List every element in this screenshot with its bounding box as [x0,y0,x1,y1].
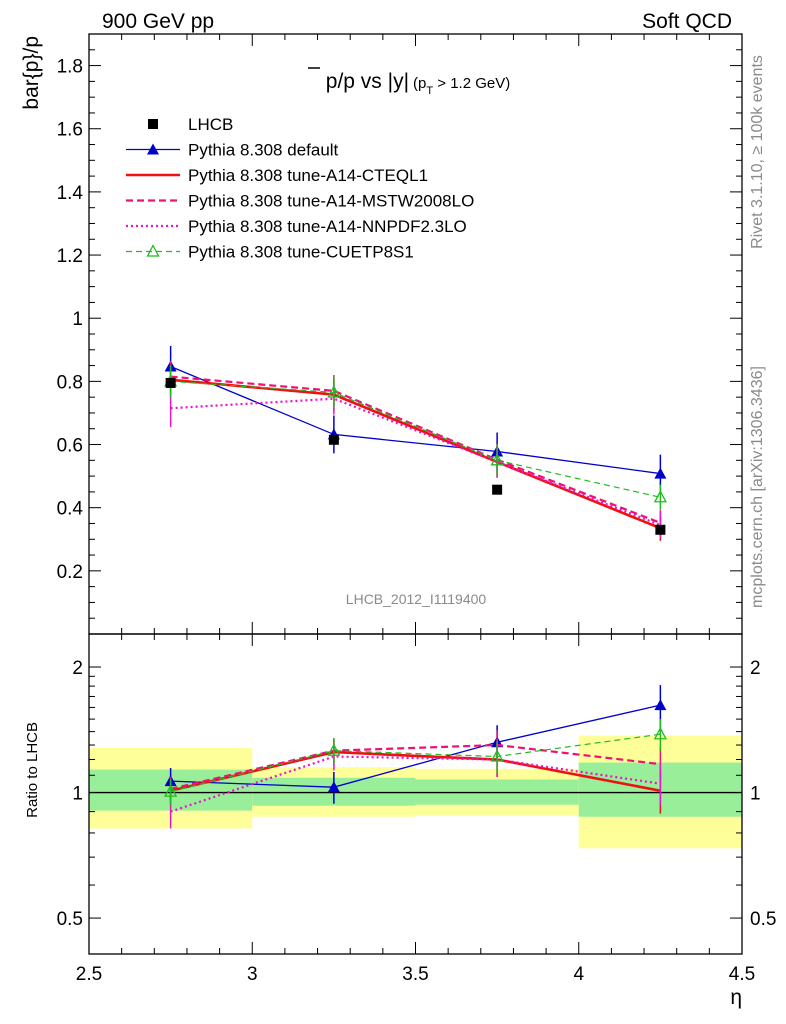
axes-layer: 0.2 0.4 0.6 0.8 1 1.2 1.4 1.6 1.8 2.5 3 3.5 4 4.5 0.5 0… [57,33,776,985]
legend-item-3: Pythia 8.308 tune-A14-MSTW2008LO [126,192,474,211]
legend-marker [147,143,159,155]
ratio-xtick-label: 4 [573,964,584,985]
ratio-ytick-label-right: 2 [750,658,761,679]
series-2 [169,364,662,541]
category-label: Soft QCD [642,10,732,33]
point-2 [490,452,504,466]
legend-label: Pythia 8.308 default [188,141,339,160]
point-3 [654,467,667,479]
series-ratio-4 [164,719,667,805]
ratio-ytick-label-right: 0.5 [750,909,776,930]
series-4 [169,382,662,538]
series-line [170,743,661,791]
series-line [170,397,661,527]
point-3 [654,699,667,711]
ratio-ytick-label: 1 [72,784,83,805]
data-point-3 [655,524,666,535]
analysis-watermark: LHCB_2012_I1119400 [346,591,487,607]
legend-label: Pythia 8.308 tune-A14-CTEQL1 [188,166,428,185]
ratio-ytick-label: 2 [72,658,83,679]
data-point-1 [328,434,339,445]
legend-item-4: Pythia 8.308 tune-A14-NNPDF2.3LO [126,217,467,236]
main-ytick-label: 0.4 [57,499,84,520]
ratio-xtick-label: 3.5 [402,964,428,985]
legend-label: Pythia 8.308 tune-A14-NNPDF2.3LO [188,217,467,236]
main-series-layer [164,346,667,541]
mcplots-label: mcplots.cern.ch [arXiv:1306.3436] [749,366,766,608]
main-ytick-label: 0.6 [57,436,83,457]
main-ytick-label: 1 [72,309,83,330]
point-3 [653,726,667,740]
legend-label: LHCB [188,115,233,134]
legend-item-1: Pythia 8.308 default [126,141,339,160]
ratio-ytick-label: 0.5 [57,909,83,930]
chart-title: p/p vs |y| (pT > 1.2 GeV) [326,70,510,97]
legend-label: Pythia 8.308 tune-CUETP8S1 [188,243,414,262]
series-line [170,365,661,475]
ratio-ylabel: Ratio to LHCB [24,722,41,818]
series-line [170,375,661,524]
ratio-ytick-label-right: 1 [750,784,761,805]
ratio-xtick-label: 2.5 [76,964,102,985]
main-ytick-label: 0.8 [57,372,83,393]
main-ytick-label: 1.6 [57,120,83,141]
point-1 [327,385,341,398]
main-ytick-label: 0.2 [57,562,83,583]
main-frame [88,33,743,635]
main-ylabel: bar{p}/p [20,36,43,110]
point-1 [327,743,341,756]
point-3 [653,489,667,503]
series-line [170,755,661,813]
point-2 [490,749,504,762]
collision-label: 900 GeV pp [102,10,214,33]
ratio-xtick-label: 3 [247,964,258,985]
series-line [170,733,661,793]
series-line [170,378,661,530]
ratio-series-layer [89,685,742,829]
series-1 [164,346,667,493]
legend-marker [148,119,158,129]
series-0 [165,377,666,535]
rivet-label: Rivet 3.1.10, ≥ 100k events [749,55,766,249]
ratio-xlabel: η [730,986,742,1009]
main-ytick-label: 1.8 [57,57,83,78]
main-ytick-label: 1.4 [57,183,84,204]
main-ytick-label: 1.2 [57,246,83,267]
point-0 [164,784,178,797]
legend-item-2: Pythia 8.308 tune-A14-CTEQL1 [126,166,428,185]
legend-item-0: LHCB [148,115,233,134]
legend-label: Pythia 8.308 tune-A14-MSTW2008LO [188,192,474,211]
ratio-xtick-label: 4.5 [729,964,755,985]
legend-item-5: Pythia 8.308 tune-CUETP8S1 [126,243,414,262]
data-point-2 [492,484,503,495]
legend-marker [146,244,160,257]
point-1 [327,781,340,793]
series-line [170,380,661,498]
data-point-0 [165,377,176,388]
legend: LHCB Pythia 8.308 default Pythia 8.308 tun… [126,115,474,262]
